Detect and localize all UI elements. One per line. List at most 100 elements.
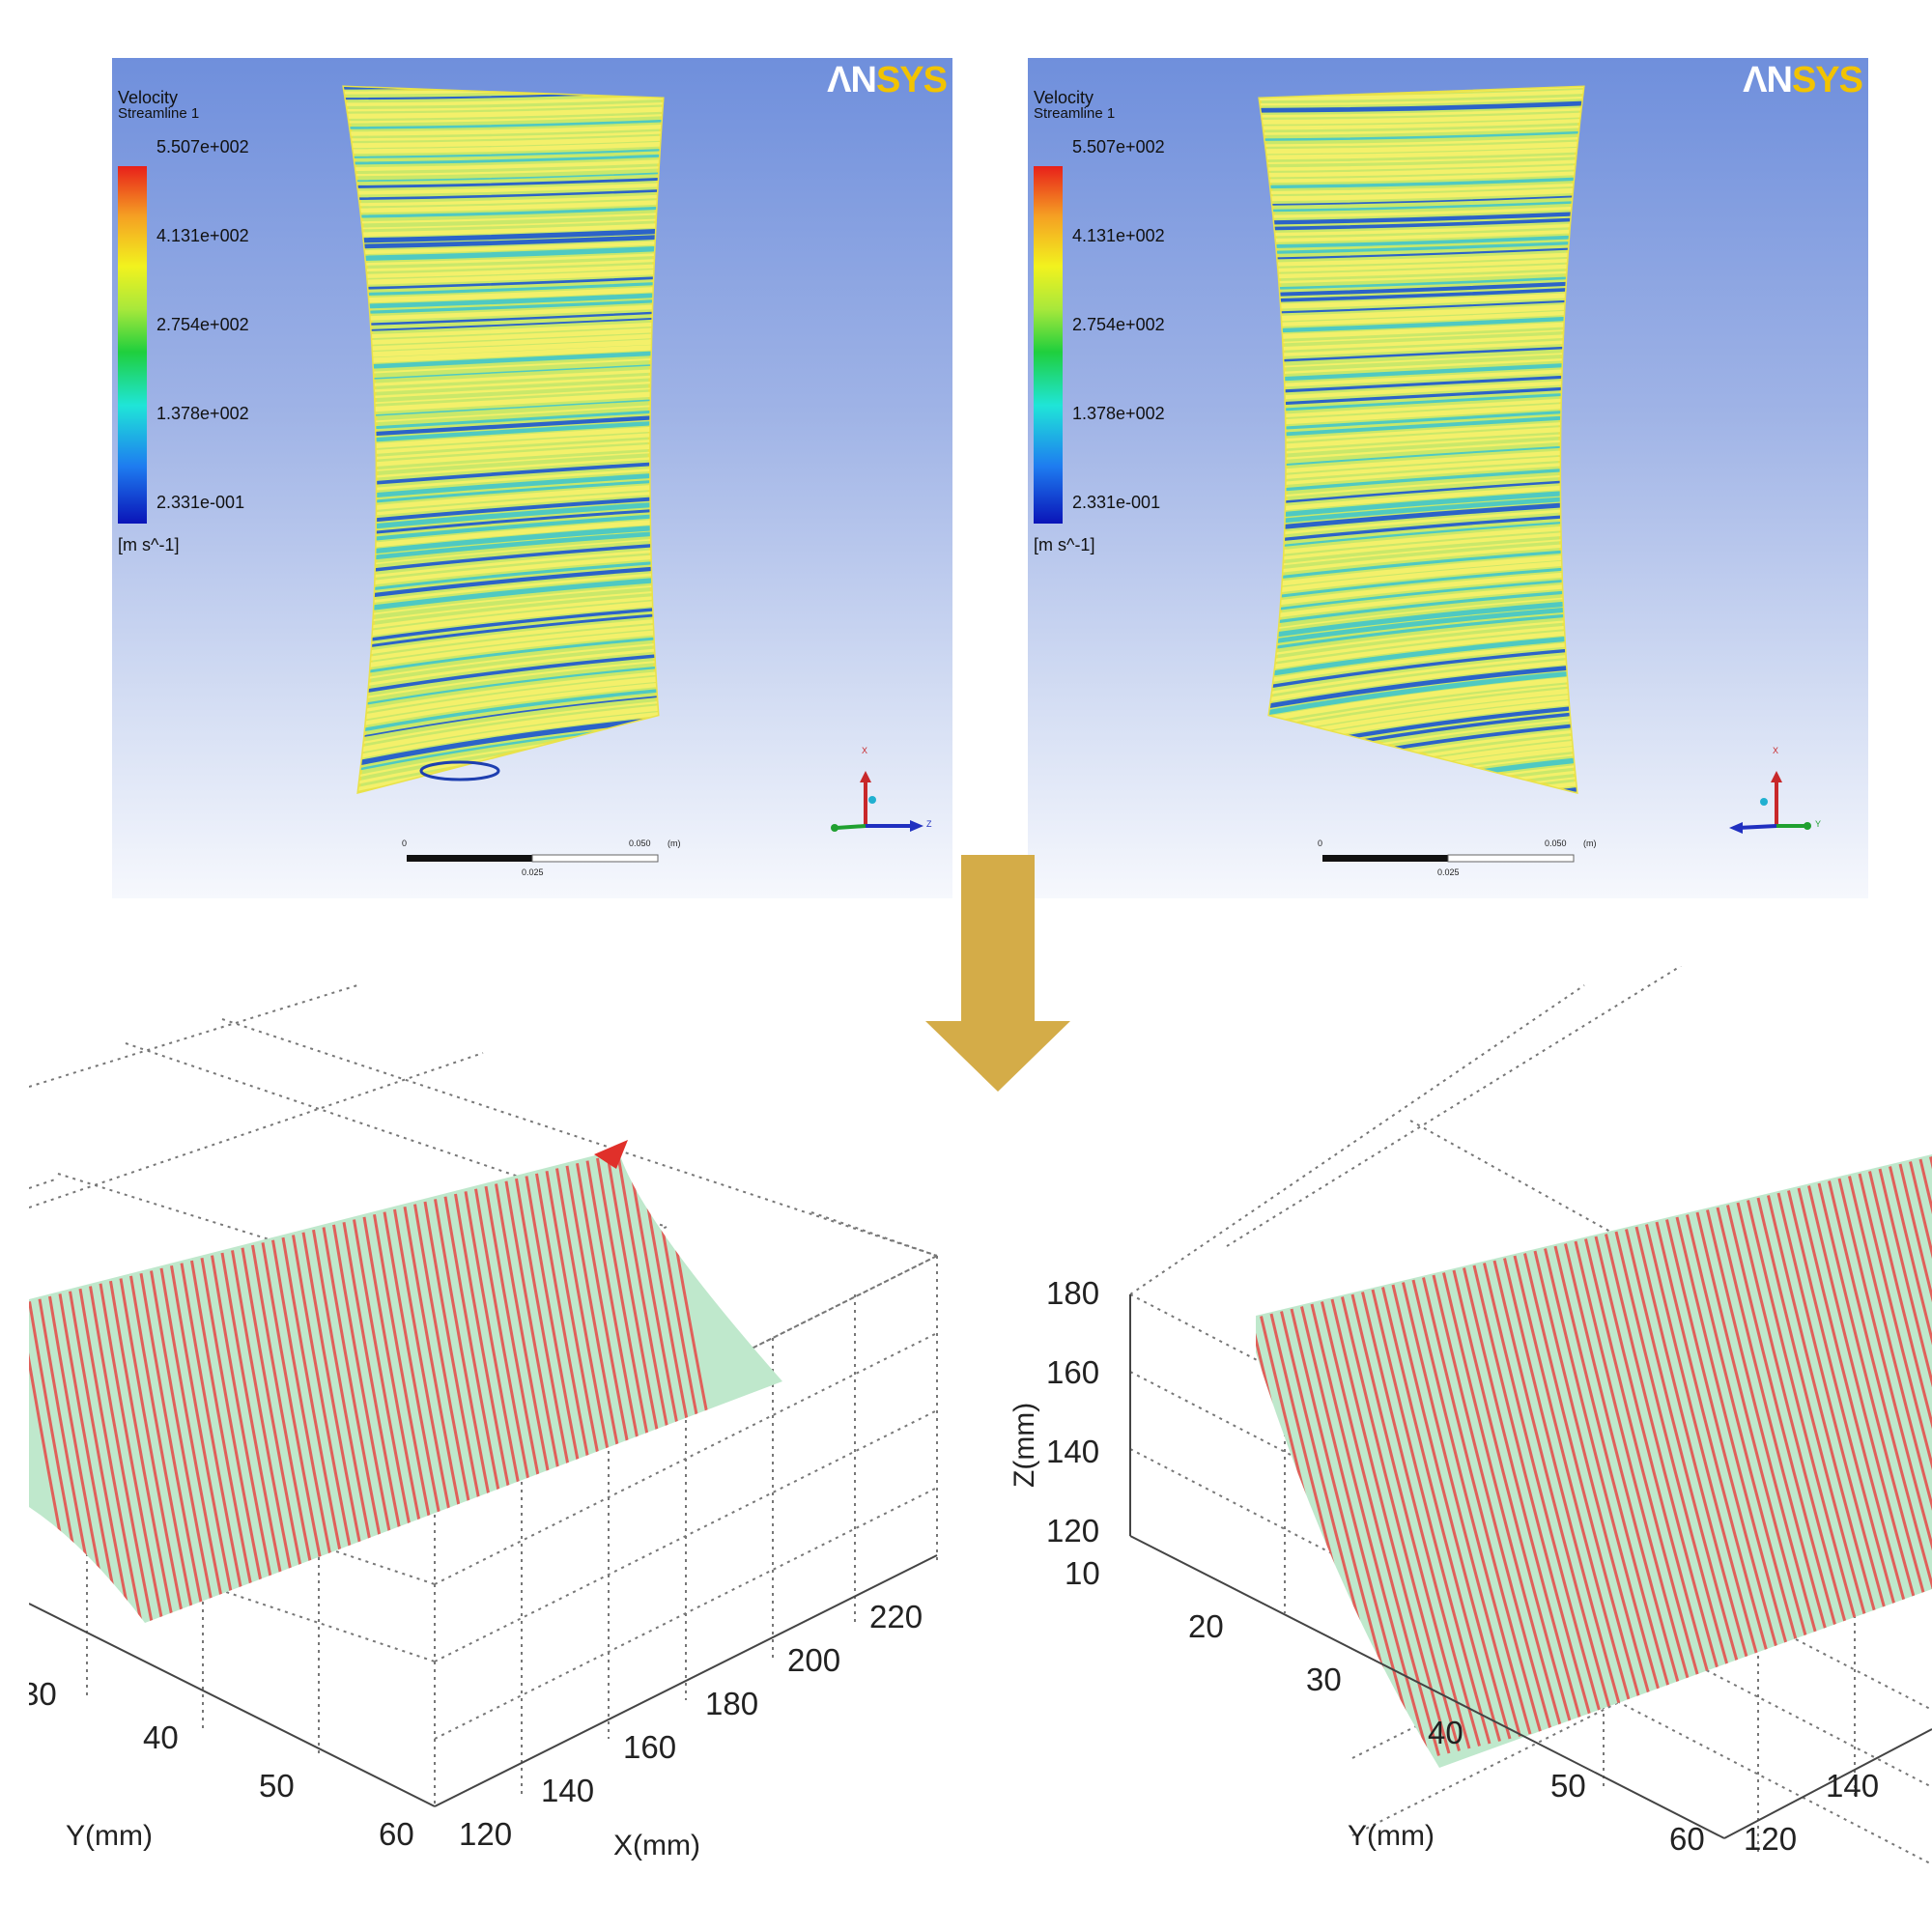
surface-line [1422,1277,1542,1732]
z-tick: 160 [1046,1354,1099,1390]
streamline [1260,506,1583,539]
surface-line [1503,1258,1623,1713]
surface-line [312,1229,379,1578]
surface-line [1695,1211,1816,1667]
y-tick: 30 [29,1676,57,1712]
streamline [1260,569,1583,611]
streamline [1260,327,1583,345]
surface-line [342,1221,410,1571]
streamline [1260,639,1583,687]
streamline [1260,518,1583,552]
streamline [1260,547,1583,583]
streamline [1260,87,1583,90]
streamline [1260,135,1583,148]
streamline [1260,627,1583,674]
streamline [344,176,663,189]
surface-line [1341,1296,1461,1751]
streamline [344,280,663,298]
streamline [344,153,663,165]
surface-line [1726,1205,1846,1660]
streamline [1260,437,1583,464]
streamline [344,640,663,686]
streamline [1260,668,1583,721]
axis-triad-icon [1729,771,1811,834]
z-axis-ticks: 180 160 140 120 [1046,1275,1099,1548]
streamline [1260,576,1583,615]
streamline [1260,390,1583,413]
scale-end-label: 0.050 [1545,838,1567,848]
streamline [344,221,663,238]
surface-line [1584,1238,1704,1693]
y-tick: 10 [1065,1555,1100,1591]
streamline [1260,536,1583,570]
streamline [344,697,663,752]
streamline [1260,129,1583,141]
axis-triad-icon [831,771,923,832]
streamline [344,129,663,142]
surface-line [251,1244,318,1594]
ansys-logo: ΛNSYS [1743,60,1863,100]
streamline [1260,529,1583,565]
streamline [344,205,663,219]
legend-value: 5.507e+002 [1072,137,1165,156]
legend-subtitle: Streamline 1 [1034,105,1116,122]
surface-line [1523,1253,1643,1708]
y-axis-ticks: 30 40 50 60 [29,1676,414,1852]
color-legend: Velocity Streamline 1 5.507e+002 4.131e+… [118,89,359,554]
streamline [344,673,663,727]
surface-line [220,1252,288,1602]
y-axis-label: Y(mm) [66,1820,153,1852]
streamline [1260,598,1583,642]
streamline [1260,587,1583,629]
surface-line [1452,1269,1573,1725]
streamline [344,702,663,759]
streamline [1260,344,1583,364]
x-tick: 220 [869,1599,923,1634]
surface-line [292,1235,358,1583]
streamline [1260,314,1583,334]
streamline [1260,158,1583,172]
streamline [1260,384,1583,408]
x-tick: 200 [787,1642,840,1678]
surface-line [1402,1282,1521,1737]
surface-line [1848,1176,1932,1631]
streamline [1260,472,1583,500]
streamline [1260,302,1583,323]
surface-line [211,1255,277,1604]
surface-line [1492,1260,1613,1716]
streamline [1260,523,1583,559]
streamline [344,164,663,177]
streamline [1260,153,1583,165]
surface-line [190,1260,257,1609]
legend-value: 5.507e+002 [156,137,249,156]
streamline [1260,656,1583,707]
streamline [344,187,663,201]
streamline [1260,140,1583,155]
surface-line [89,1286,156,1623]
streamline [1260,604,1583,649]
streamline [1260,431,1583,457]
streamline [344,627,663,674]
surface-line [1858,1173,1932,1629]
surface-line [301,1232,369,1581]
legend-colorbar [1034,166,1063,524]
streamline [1260,257,1583,273]
streamline [1260,477,1583,507]
surface-line [1868,1171,1932,1626]
streamline [1260,401,1583,427]
scale-end-label: 0.050 [629,838,651,848]
surface-line [200,1258,268,1606]
surface-line [1432,1274,1552,1730]
streamline [344,262,663,279]
streamline [1260,286,1583,303]
down-arrow-icon [925,855,1070,1092]
streamline [344,708,663,766]
surface-line [119,1278,186,1623]
ansys-logo: ΛNSYS [827,60,948,100]
surface-line [1553,1245,1674,1701]
streamline [1260,118,1583,130]
streamline [344,693,663,745]
streamline [1260,332,1583,353]
streamline [1260,250,1583,268]
surface-line [1614,1231,1735,1687]
